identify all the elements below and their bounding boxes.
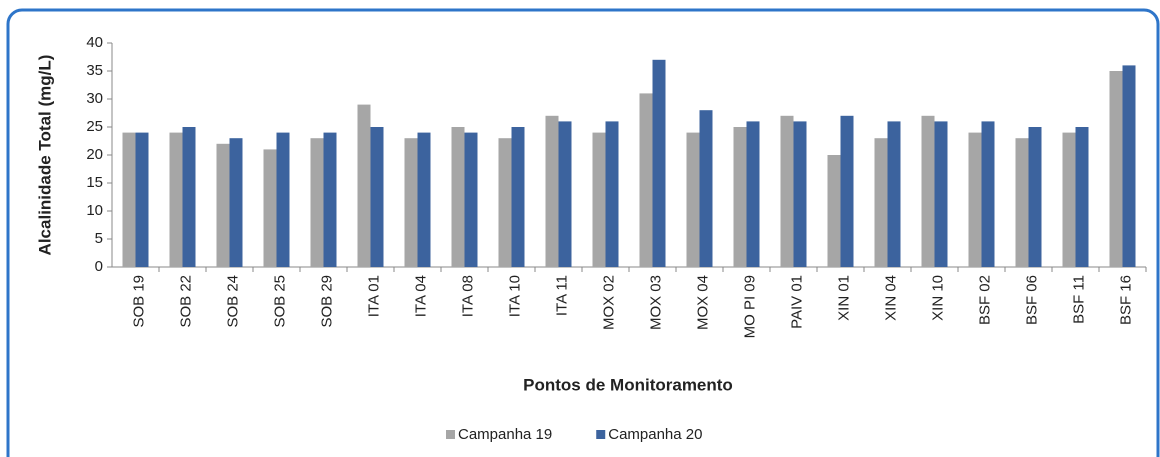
bar bbox=[558, 121, 572, 268]
legend-swatch bbox=[596, 430, 606, 439]
bar bbox=[1109, 71, 1123, 267]
bar bbox=[699, 110, 713, 267]
bar bbox=[981, 121, 995, 268]
bar bbox=[840, 115, 854, 267]
bar bbox=[370, 127, 384, 267]
y-axis-title: Alcalinidade Total (mg/L) bbox=[35, 55, 54, 256]
x-tick-label: SOB 25 bbox=[271, 275, 288, 328]
bar bbox=[464, 132, 478, 267]
y-tick-label: 30 bbox=[86, 90, 103, 107]
bar bbox=[417, 132, 431, 267]
bar bbox=[968, 132, 982, 267]
bar bbox=[498, 138, 512, 267]
x-tick-label: XIN 01 bbox=[835, 275, 852, 321]
bar bbox=[216, 143, 230, 267]
bar bbox=[827, 155, 841, 267]
bar bbox=[733, 127, 747, 267]
bar bbox=[793, 121, 807, 268]
y-tick-label: 0 bbox=[95, 258, 103, 275]
x-tick-label: ITA 11 bbox=[553, 275, 570, 316]
bar bbox=[263, 149, 277, 267]
x-tick-label: SOB 22 bbox=[177, 275, 194, 328]
bar bbox=[182, 127, 196, 267]
bar bbox=[686, 132, 700, 267]
bar bbox=[1015, 138, 1029, 267]
bar bbox=[746, 121, 760, 268]
bar bbox=[310, 138, 324, 267]
bar bbox=[122, 132, 136, 267]
x-tick-label: SOB 19 bbox=[130, 275, 147, 328]
bar bbox=[545, 115, 559, 267]
bar bbox=[357, 104, 371, 267]
bar bbox=[1062, 132, 1076, 267]
bar bbox=[1122, 65, 1136, 268]
y-tick-label: 20 bbox=[86, 146, 103, 163]
y-tick-label: 35 bbox=[86, 62, 103, 79]
x-tick-label: SOB 24 bbox=[224, 275, 241, 328]
bar bbox=[1028, 127, 1042, 267]
x-axis-title: Pontos de Monitoramento bbox=[523, 375, 733, 394]
y-tick-label: 25 bbox=[86, 118, 103, 135]
bar bbox=[1075, 127, 1089, 267]
bar bbox=[887, 121, 901, 268]
x-tick-label: BSF 16 bbox=[1117, 275, 1134, 325]
bar bbox=[780, 115, 794, 267]
x-tick-label: ITA 10 bbox=[506, 275, 523, 317]
x-tick-label: ITA 08 bbox=[459, 275, 476, 317]
bar bbox=[605, 121, 619, 268]
y-tick-label: 10 bbox=[86, 202, 103, 219]
x-tick-label: MOX 04 bbox=[694, 275, 711, 330]
y-tick-label: 40 bbox=[86, 34, 103, 51]
x-tick-label: MO PI 09 bbox=[741, 275, 758, 338]
x-tick-label: PAIV 01 bbox=[788, 275, 805, 329]
x-tick-label: XIN 04 bbox=[882, 275, 899, 321]
bar bbox=[921, 115, 935, 267]
frame bbox=[6, 8, 1160, 457]
x-tick-label: BSF 02 bbox=[976, 275, 993, 325]
bar bbox=[451, 127, 465, 267]
bar bbox=[276, 132, 290, 267]
x-tick-label: ITA 01 bbox=[365, 275, 382, 317]
bar bbox=[135, 132, 149, 267]
legend-label: Campanha 19 bbox=[458, 426, 552, 443]
y-tick-label: 15 bbox=[86, 174, 103, 191]
bar bbox=[404, 138, 418, 267]
bar bbox=[511, 127, 525, 267]
bar bbox=[652, 59, 666, 267]
legend-label: Campanha 20 bbox=[608, 426, 702, 443]
x-tick-label: BSF 06 bbox=[1023, 275, 1040, 325]
x-tick-label: ITA 04 bbox=[412, 275, 429, 317]
bar bbox=[229, 138, 243, 267]
bar bbox=[934, 121, 948, 268]
bar bbox=[639, 93, 653, 268]
bar bbox=[874, 138, 888, 267]
bar bbox=[323, 132, 337, 267]
y-tick-label: 5 bbox=[95, 230, 103, 247]
x-tick-label: MOX 03 bbox=[647, 275, 664, 330]
x-tick-label: BSF 11 bbox=[1070, 275, 1087, 324]
x-tick-label: XIN 10 bbox=[929, 275, 946, 321]
legend-swatch bbox=[446, 430, 455, 439]
bar bbox=[169, 132, 183, 267]
x-tick-label: SOB 29 bbox=[318, 275, 335, 328]
bar bbox=[592, 132, 606, 267]
x-tick-label: MOX 02 bbox=[600, 275, 617, 330]
